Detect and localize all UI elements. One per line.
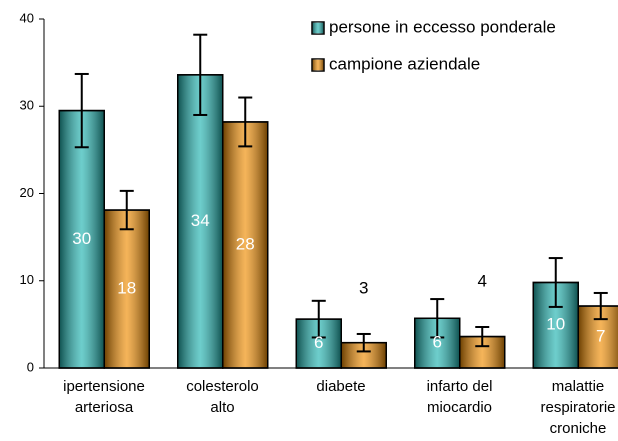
data-label: 6	[433, 333, 442, 352]
x-tick-label: colesterolo alto	[186, 378, 259, 416]
data-label: 30	[72, 229, 91, 248]
error-bar	[475, 325, 490, 348]
legend-label: campione aziendale	[329, 54, 480, 73]
data-label: 34	[191, 211, 210, 230]
data-label: 28	[236, 234, 255, 253]
data-label: 10	[546, 315, 565, 334]
bar-shade	[177, 74, 224, 369]
error-bar	[356, 332, 371, 353]
x-tick-label: infarto del miocardio	[426, 378, 493, 416]
legend-swatch-shade	[312, 59, 324, 71]
error-bar	[74, 72, 89, 149]
error-bar	[311, 299, 326, 339]
bar-shade	[222, 121, 269, 369]
y-tick-label: 0	[27, 359, 34, 374]
legend-label: persone in eccesso ponderale	[329, 17, 556, 36]
error-bar	[548, 257, 563, 308]
error-bar	[593, 291, 608, 321]
x-tick-label: malattie respiratorie croniche	[540, 378, 616, 437]
x-tick-label: ipertensione arteriosa	[63, 378, 145, 416]
error-bar	[430, 298, 445, 339]
x-tick-label: diabete	[316, 378, 366, 395]
bar-shade	[103, 209, 150, 369]
bar-shade	[58, 109, 105, 369]
data-label: 7	[596, 327, 605, 346]
y-tick-label: 30	[20, 98, 34, 113]
y-tick-label: 40	[20, 10, 34, 25]
legend-swatch-shade	[312, 22, 324, 34]
data-label: 3	[359, 278, 368, 297]
y-tick-label: 10	[20, 272, 34, 287]
y-tick-label: 20	[20, 185, 34, 200]
data-label: 4	[478, 271, 487, 290]
data-label: 6	[314, 333, 323, 352]
error-bar	[238, 96, 253, 148]
error-bar	[193, 33, 208, 116]
data-label: 18	[117, 279, 136, 298]
error-bar	[119, 189, 134, 231]
